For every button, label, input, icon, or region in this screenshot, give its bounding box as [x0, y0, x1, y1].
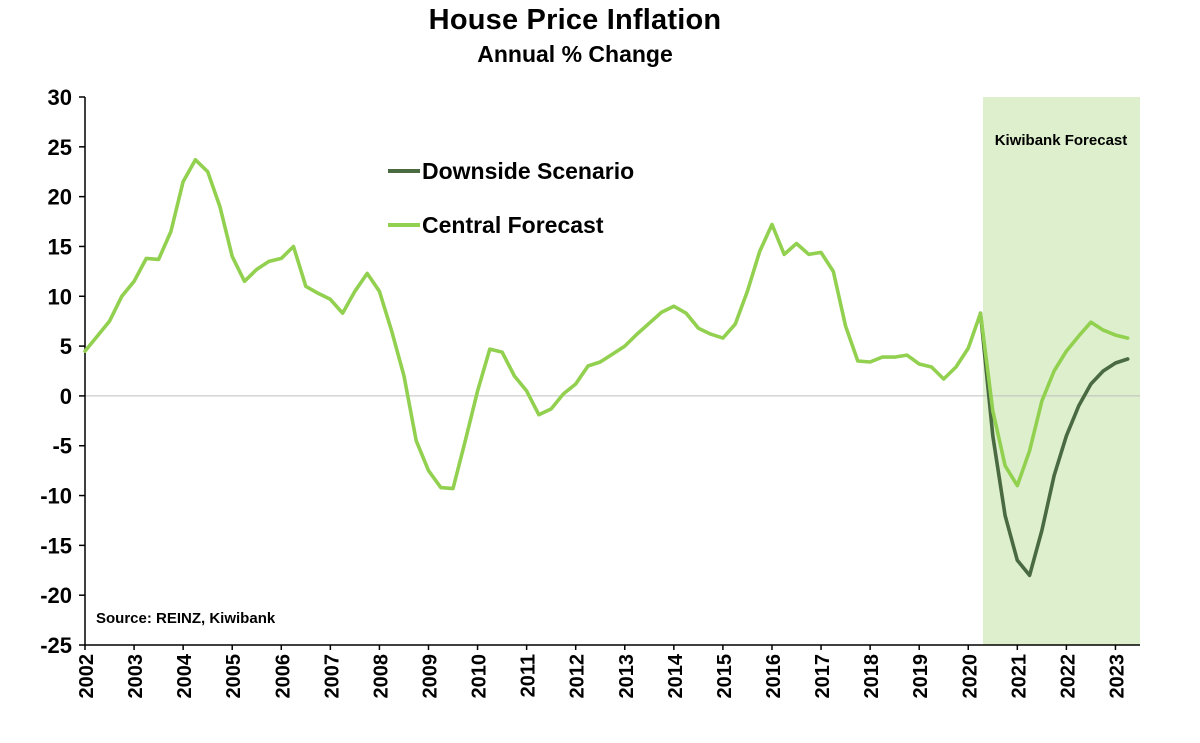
legend-item-downside: Downside Scenario [388, 158, 634, 184]
x-tick-label: 2021 [1008, 654, 1030, 699]
forecast-band-label: Kiwibank Forecast [994, 132, 1128, 149]
x-tick-label: 2007 [321, 654, 343, 699]
y-tick-label: 10 [48, 284, 72, 309]
legend-label-central: Central Forecast [422, 211, 604, 238]
chart-legend: Downside Scenario Central Forecast [388, 158, 634, 266]
x-tick-label: 2012 [567, 654, 589, 699]
legend-item-central: Central Forecast [388, 212, 634, 238]
y-tick-label: 15 [48, 234, 72, 259]
x-tick-label: 2011 [518, 654, 540, 697]
series-line-central [83, 158, 1130, 491]
chart-header: House Price Inflation Annual % Change [0, 0, 1150, 68]
x-tick-label: 2009 [419, 654, 441, 699]
x-tick-label: 2019 [910, 654, 932, 699]
x-tick-label: 2010 [469, 654, 491, 699]
y-tick-label: -10 [40, 484, 72, 509]
x-tick-label: 2002 [76, 654, 98, 699]
x-tick-label: 2017 [812, 654, 834, 699]
y-tick-label: 20 [48, 185, 72, 210]
chart-title: House Price Inflation [428, 4, 722, 36]
central-line-swatch-icon [388, 223, 420, 227]
y-tick-label: -15 [40, 533, 72, 558]
legend-label-downside: Downside Scenario [422, 157, 635, 184]
x-tick-label: 2020 [959, 654, 981, 699]
y-tick-label: -5 [52, 434, 72, 459]
x-tick-label: 2015 [714, 654, 736, 699]
y-tick-label: 0 [60, 384, 72, 409]
series-line-downside [978, 311, 1130, 578]
source-note: Source: REINZ, Kiwibank [96, 610, 276, 627]
x-tick-label: 2014 [665, 653, 687, 698]
x-tick-label: 2004 [174, 653, 196, 698]
chart-subtitle: Annual % Change [477, 41, 673, 67]
x-tick-label: 2006 [272, 654, 294, 699]
y-tick-label: 25 [48, 135, 72, 160]
y-tick-label: -25 [40, 633, 72, 658]
downside-line-swatch-icon [388, 169, 420, 173]
x-tick-label: 2008 [370, 654, 392, 699]
x-tick-label: 2016 [763, 654, 785, 699]
x-tick-label: 2005 [223, 654, 245, 699]
x-tick-label: 2022 [1057, 654, 1079, 699]
y-tick-label: -20 [40, 583, 72, 608]
x-tick-label: 2018 [861, 654, 883, 699]
x-tick-label: 2013 [616, 654, 638, 699]
x-tick-label: 2003 [125, 654, 147, 699]
y-tick-label: 30 [48, 85, 72, 110]
x-tick-label: 2023 [1106, 654, 1128, 699]
forecast-band [982, 97, 1140, 645]
y-tick-label: 5 [60, 334, 72, 359]
